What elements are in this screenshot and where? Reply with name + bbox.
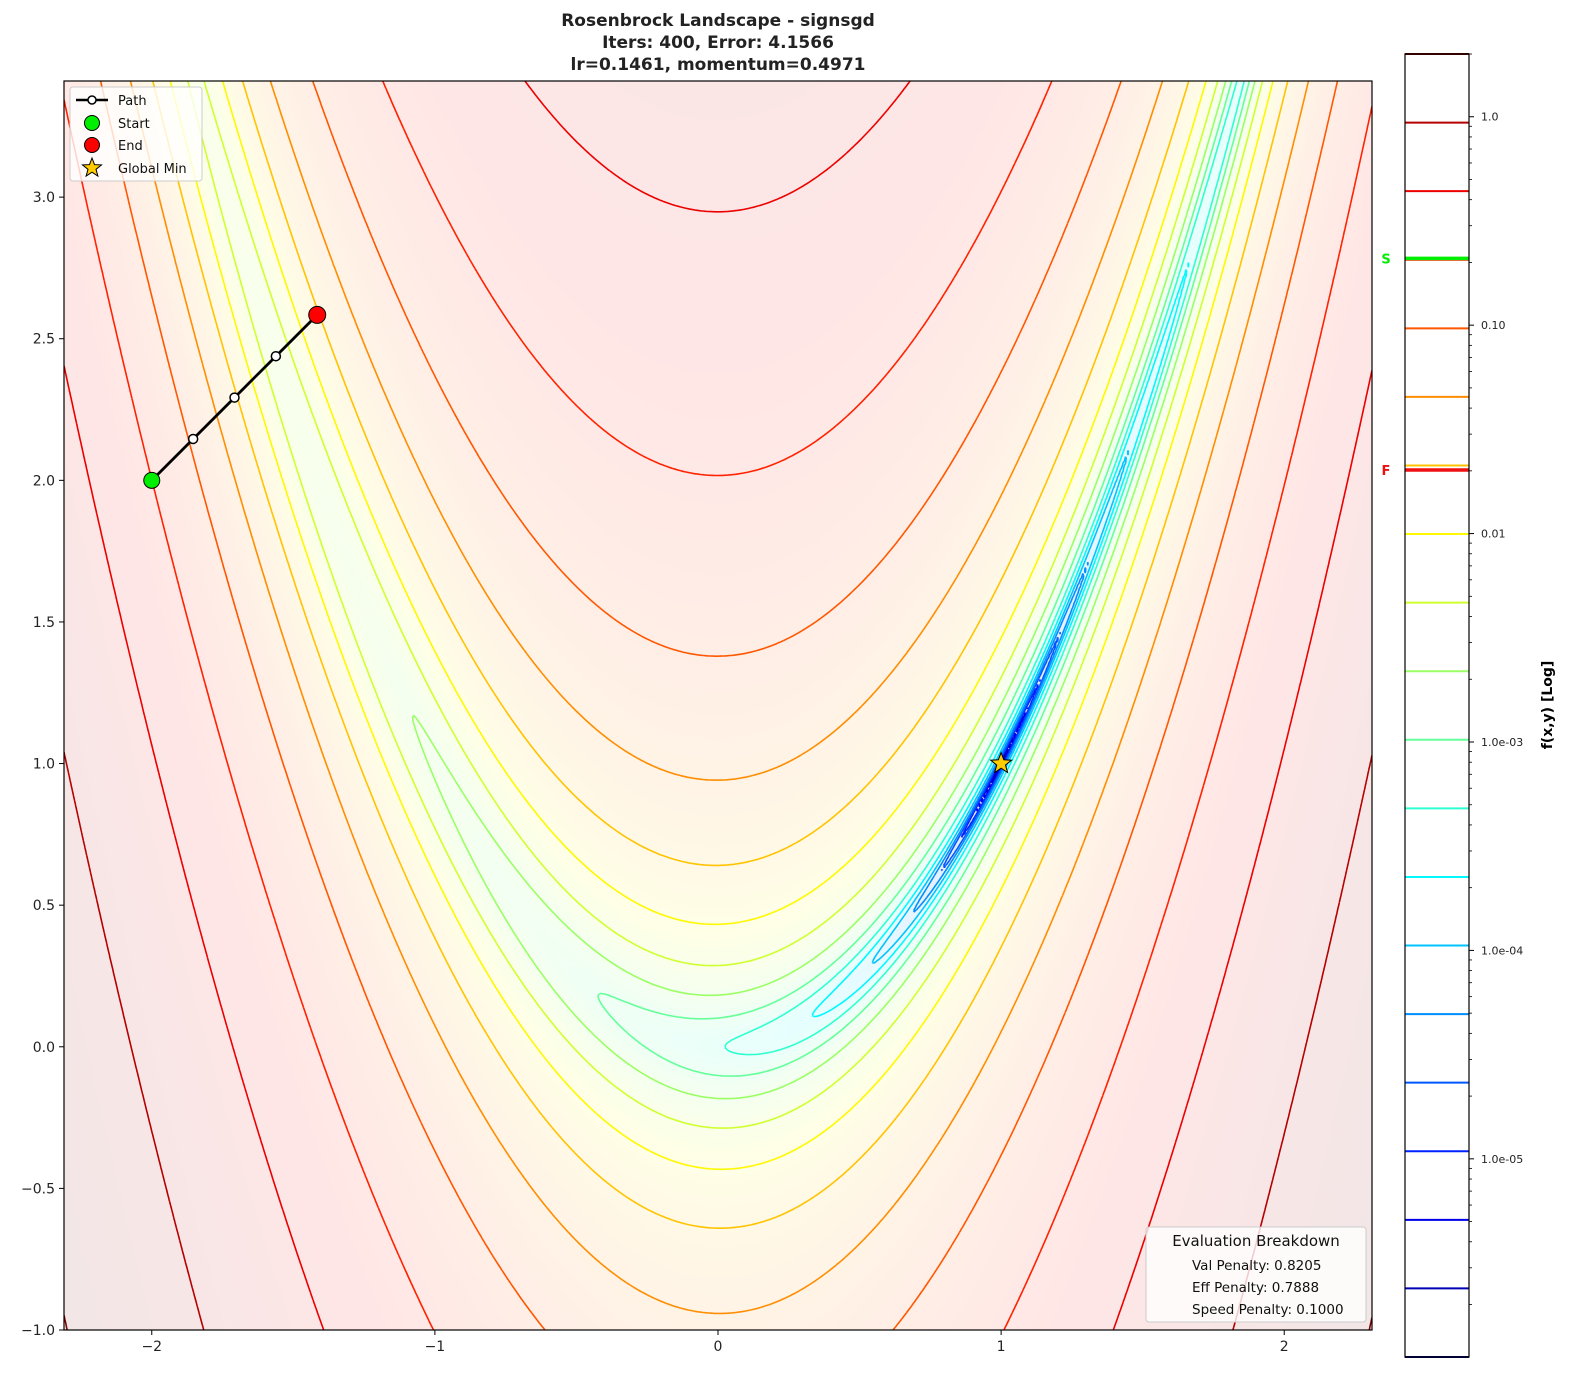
colorbar-tick-label: 0.10 bbox=[1481, 319, 1506, 332]
colorbar: 1.0 0.10 0.01 1.0e-03 1.0e-04 1.0e-05 S F f(x… bbox=[1381, 53, 1556, 1358]
contour-level-10 bbox=[411, 81, 1256, 1100]
contour-level-8 bbox=[724, 81, 1246, 1056]
colorbar-ticks: 1.0 0.10 0.01 1.0e-03 1.0e-04 1.0e-05 bbox=[1469, 53, 1523, 1305]
y-axis: −1.0 −0.5 0.0 0.5 1.0 1.5 2.0 2.5 3.0 bbox=[21, 190, 64, 1339]
contour-level-13 bbox=[152, 81, 1289, 1229]
legend-box bbox=[69, 86, 203, 182]
end-point bbox=[308, 305, 327, 324]
contour-level-6 bbox=[871, 449, 1130, 964]
contour-level-7 bbox=[811, 262, 1190, 1018]
colorbar-label: f(x,y) [Log] bbox=[1540, 661, 1556, 750]
legend-end-icon bbox=[84, 137, 100, 153]
optimizer-path-layer bbox=[143, 305, 1013, 774]
legend-start-icon bbox=[84, 115, 100, 131]
y-tick-label: 2.5 bbox=[33, 332, 55, 348]
legend-label-end: End bbox=[118, 139, 143, 154]
contour-level-5 bbox=[913, 561, 1089, 913]
global-min-star-icon bbox=[989, 751, 1013, 774]
legend-path-marker-icon bbox=[87, 95, 97, 105]
y-tick-label: 1.0 bbox=[33, 757, 55, 773]
path-point bbox=[229, 392, 240, 403]
x-tick-label: 2 bbox=[1280, 1339, 1289, 1355]
y-tick-label: 0.0 bbox=[33, 1040, 55, 1056]
y-tick-label: −1.0 bbox=[21, 1323, 55, 1339]
y-tick-label: 1.5 bbox=[33, 615, 55, 631]
colorbar-frame bbox=[1404, 53, 1470, 1358]
contour-level-16 bbox=[64, 81, 1372, 1330]
y-tick-label: 3.0 bbox=[33, 190, 55, 206]
colorbar-tick-label: 1.0 bbox=[1481, 111, 1499, 124]
contour-level-4 bbox=[940, 632, 1062, 872]
evaluation-title: Evaluation Breakdown bbox=[1172, 1232, 1340, 1250]
legend-label-path: Path bbox=[118, 94, 147, 109]
chart-title-line-2: Iters: 400, Error: 4.1566 bbox=[602, 33, 834, 53]
evaluation-val-penalty: Val Penalty: 0.8205 bbox=[1192, 1258, 1321, 1274]
colorbar-final-marker-label: F bbox=[1382, 464, 1391, 479]
y-tick-label: −0.5 bbox=[21, 1181, 55, 1197]
evaluation-box-frame bbox=[1145, 1226, 1367, 1323]
contour-level-12 bbox=[169, 81, 1274, 1171]
y-tick-label: 2.0 bbox=[33, 473, 55, 489]
x-tick-label: −2 bbox=[141, 1339, 162, 1355]
contour-level-17 bbox=[64, 81, 1372, 1330]
x-tick-label: 1 bbox=[997, 1339, 1006, 1355]
evaluation-eff-penalty: Eff Penalty: 0.7888 bbox=[1192, 1280, 1319, 1296]
path-point bbox=[270, 350, 282, 362]
contour-level-15 bbox=[99, 81, 1339, 1330]
contour-level-14 bbox=[129, 81, 1310, 1315]
colorbar-tick-label: 1.0e-04 bbox=[1481, 944, 1523, 957]
legend: Path Start End Global Min bbox=[69, 86, 203, 182]
x-tick-label: −1 bbox=[425, 1339, 446, 1355]
start-point bbox=[143, 471, 161, 489]
x-tick-label: 0 bbox=[714, 1339, 723, 1355]
contour-lines bbox=[64, 81, 1372, 1330]
evaluation-breakdown-box: Evaluation Breakdown Val Penalty: 0.8205… bbox=[1145, 1226, 1367, 1323]
legend-label-global-min: Global Min bbox=[118, 162, 187, 177]
evaluation-speed-penalty: Speed Penalty: 0.1000 bbox=[1192, 1302, 1344, 1318]
legend-star-icon bbox=[81, 156, 103, 178]
colorbar-tick-label: 1.0e-03 bbox=[1481, 736, 1523, 749]
colorbar-body bbox=[1405, 54, 1469, 1357]
chart-title-line-3: lr=0.1461, momentum=0.4971 bbox=[571, 55, 866, 75]
colorbar-tick-label: 0.01 bbox=[1481, 528, 1506, 541]
x-axis: −2 −1 0 1 2 bbox=[141, 1330, 1289, 1355]
colorbar-tick-label: 1.0e-05 bbox=[1481, 1153, 1523, 1166]
colorbar-start-marker-label: S bbox=[1381, 252, 1390, 267]
y-tick-label: 0.5 bbox=[33, 898, 55, 914]
chart-title-line-1: Rosenbrock Landscape - signsgd bbox=[561, 11, 875, 31]
legend-label-start: Start bbox=[118, 117, 150, 132]
contour-level-9 bbox=[597, 81, 1251, 1077]
path-point bbox=[187, 433, 199, 445]
contour-level-11 bbox=[186, 81, 1264, 1129]
